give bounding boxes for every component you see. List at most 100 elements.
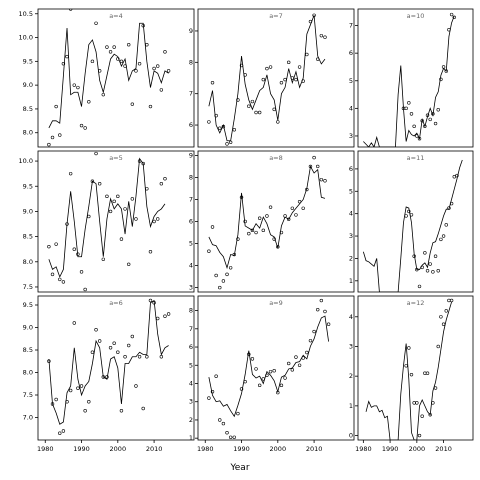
panel-title: a=7 (269, 12, 283, 20)
data-point (290, 76, 295, 80)
y-tick-label: 9.0 (23, 207, 33, 215)
data-point (207, 396, 211, 400)
data-point (90, 350, 95, 354)
data-point (265, 373, 269, 377)
data-point (207, 249, 211, 253)
data-point (141, 161, 145, 166)
data-point (297, 363, 302, 367)
data-point (58, 431, 62, 435)
data-point (207, 120, 211, 124)
data-point (449, 298, 454, 303)
data-point (407, 346, 411, 350)
data-point (141, 23, 145, 28)
panel-plot-area (207, 155, 327, 290)
data-point (47, 142, 51, 147)
panel-plot-area (365, 298, 454, 440)
data-point (431, 112, 435, 116)
y-tick-label: 5 (189, 240, 193, 248)
panel-plot-area (207, 13, 327, 146)
y-tick-label: 1 (349, 402, 353, 410)
data-point (319, 33, 324, 38)
y-tick-label: 7 (349, 22, 353, 30)
panel-title: a=9 (269, 299, 283, 307)
y-tick-label: 7.5 (23, 391, 33, 399)
data-point (58, 133, 62, 137)
panel-8: a=9 1 2 3 4 5 6 7 8 1980 1990 2000 2010 (189, 295, 355, 453)
data-point (83, 287, 87, 292)
data-point (323, 179, 327, 183)
data-point (423, 251, 427, 255)
data-point (417, 284, 422, 289)
data-point (130, 334, 135, 339)
y-tick-label: 9.5 (23, 301, 33, 309)
data-point (247, 352, 251, 357)
y-tick-label: 5 (189, 361, 193, 369)
data-point (404, 214, 408, 218)
y-tick-label: 4 (189, 379, 193, 387)
data-point (166, 312, 171, 316)
data-point (94, 151, 98, 156)
data-point (407, 209, 411, 214)
data-point (79, 384, 84, 388)
data-point (152, 219, 156, 224)
fitted-line (208, 165, 326, 270)
data-point (257, 383, 262, 388)
data-point (439, 77, 443, 82)
data-point (163, 314, 167, 318)
data-point (108, 209, 113, 214)
data-point (87, 400, 91, 404)
y-tick-label: 10.0 (19, 157, 33, 165)
data-point (268, 205, 273, 209)
x-tick-label: 2000 (110, 445, 127, 453)
data-point (254, 110, 258, 115)
data-point (312, 329, 316, 334)
fitted-line (48, 299, 169, 425)
data-point (50, 402, 55, 406)
data-point (236, 411, 240, 416)
data-point (236, 98, 240, 102)
y-tick-label: 9 (189, 151, 193, 159)
data-point (431, 401, 435, 405)
data-point (316, 307, 320, 312)
panel-frame (37, 295, 195, 441)
data-point (119, 409, 124, 413)
data-point (65, 400, 69, 404)
data-point (134, 69, 138, 73)
fitted-line (362, 159, 463, 292)
data-point (301, 356, 305, 360)
data-point (417, 137, 422, 141)
y-tick-label: 9.0 (23, 324, 33, 332)
data-point (94, 21, 98, 25)
data-point (97, 69, 102, 73)
data-point (232, 128, 236, 132)
data-point (214, 113, 218, 118)
data-point (163, 176, 167, 181)
y-tick-label: 8 (189, 58, 193, 66)
data-point (447, 206, 451, 210)
data-point (409, 112, 414, 116)
data-point (312, 13, 316, 17)
data-point (123, 355, 127, 359)
y-tick-label: 8 (189, 173, 193, 181)
data-point (425, 113, 430, 117)
data-point (94, 328, 98, 332)
data-point (243, 219, 247, 224)
y-tick-label: 9 (189, 27, 193, 35)
data-point (412, 254, 416, 258)
data-point (54, 242, 58, 246)
data-point (254, 230, 258, 235)
data-point (58, 277, 62, 282)
data-point (159, 355, 164, 359)
y-tick-label: 8.5 (23, 105, 33, 113)
data-point (90, 179, 95, 183)
data-point (283, 77, 287, 82)
data-point (261, 228, 266, 233)
data-point (218, 418, 222, 422)
data-point (112, 45, 116, 49)
data-point (415, 134, 419, 138)
data-point (239, 195, 244, 199)
data-point (159, 182, 164, 186)
data-point (247, 104, 251, 108)
x-tick-label: 2010 (435, 445, 452, 453)
data-point (152, 301, 156, 305)
